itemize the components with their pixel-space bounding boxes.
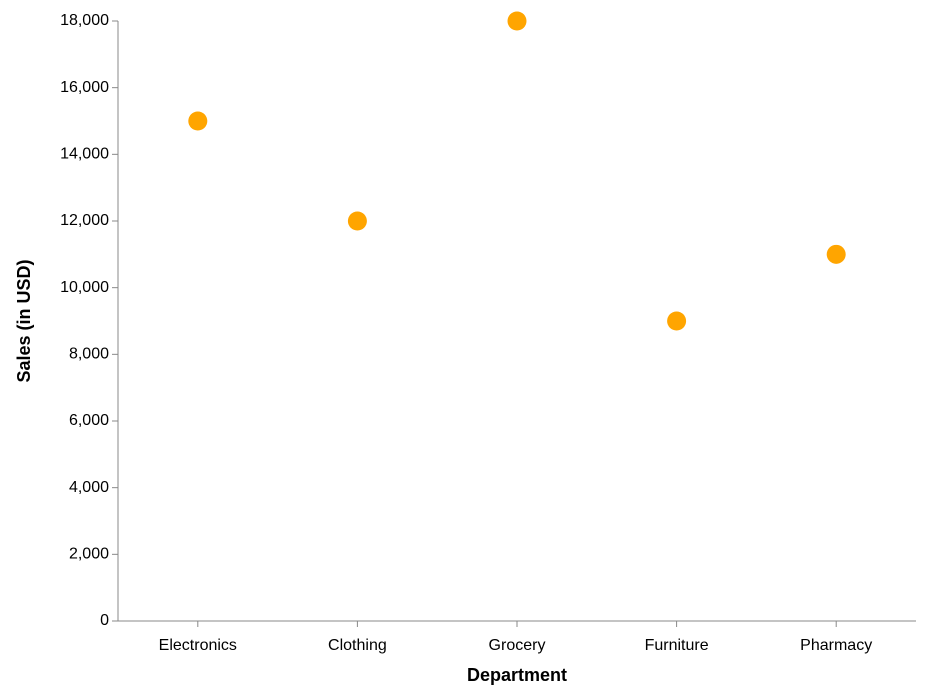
data-point-furniture	[667, 311, 687, 331]
data-points	[188, 11, 846, 331]
data-point-electronics	[188, 111, 208, 131]
x-tick-label: Pharmacy	[800, 637, 872, 654]
y-tick-label: 0	[100, 612, 109, 629]
y-tick-label: 18,000	[60, 12, 109, 29]
x-tick-label: Electronics	[159, 637, 237, 654]
y-tick-label: 14,000	[60, 146, 109, 163]
x-tick-label: Furniture	[645, 637, 709, 654]
y-tick-label: 10,000	[60, 279, 109, 296]
y-axis-title: Sales (in USD)	[14, 259, 34, 382]
y-tick-label: 8,000	[69, 346, 109, 363]
y-tick-label: 4,000	[69, 479, 109, 496]
data-point-pharmacy	[826, 244, 846, 264]
y-tick-label: 16,000	[60, 79, 109, 96]
y-axis: 0 2,000 4,000 6,000 8,000 10,000 12,000 14,000 1…	[60, 12, 119, 629]
y-tick-label: 6,000	[69, 412, 109, 429]
y-tick-label: 2,000	[69, 546, 109, 563]
data-point-grocery	[507, 11, 527, 31]
x-axis: Electronics Clothing Grocery Furniture Pharm…	[118, 620, 916, 654]
data-point-clothing	[347, 211, 367, 231]
x-axis-title: Department	[467, 665, 567, 685]
x-tick-label: Clothing	[328, 637, 387, 654]
x-tick-label: Grocery	[489, 637, 546, 654]
y-tick-label: 12,000	[60, 212, 109, 229]
